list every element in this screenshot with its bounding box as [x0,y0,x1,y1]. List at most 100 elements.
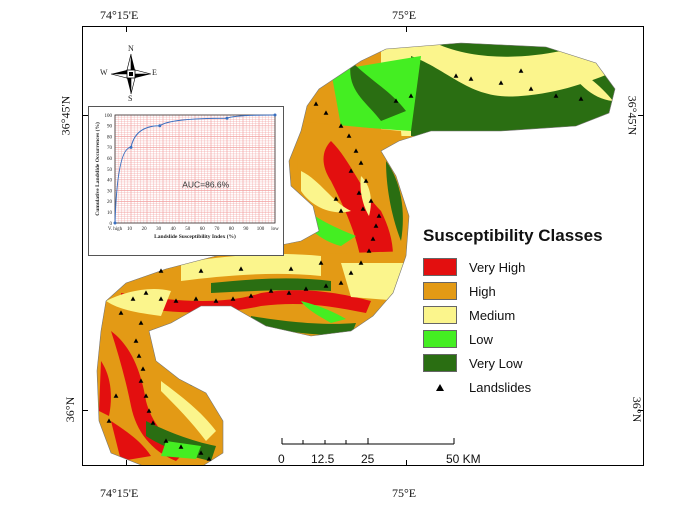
coord-right-top: 36°45'N [625,95,640,136]
landslide-marker [268,288,274,293]
landslide-markers [106,68,584,461]
x-tick-label: 30 [156,227,162,232]
roc-point [129,145,133,149]
y-tick-label: 50 [107,168,113,173]
landslide-marker [370,236,376,241]
y-tick-label: 90 [107,125,113,130]
scale-label-0: 0 [278,452,285,466]
landslide-marker [118,310,124,315]
y-tick-label: 30 [107,189,113,194]
landslide-marker [366,248,372,253]
tick-right-top [638,115,644,116]
compass-rose-icon: N S W E [100,44,157,103]
landslide-marker [376,213,382,218]
east-label: E [152,68,157,77]
x-tick-label: 80 [229,227,235,232]
tick-bottom-left [126,460,127,466]
landslide-marker [230,296,236,301]
coord-top-right: 75°E [392,8,417,22]
x-tick-label: low [271,227,279,232]
landslide-marker [198,450,204,455]
landslide-marker [323,110,329,115]
landslide-marker [150,420,156,425]
landslide-marker [468,76,474,81]
x-tick-label: 60 [200,227,206,232]
landslide-marker [136,353,142,358]
tick-top-right [406,26,407,32]
legend-item-medium: Medium [420,303,640,327]
landslide-marker [393,98,399,103]
landslide-marker [373,223,379,228]
legend-item-landslides: Landslides [420,375,640,399]
landslide-marker [303,286,309,291]
scale-label-50: 50 KM [446,452,481,466]
legend-label: Very Low [469,355,523,371]
landslide-marker [193,296,199,301]
x-tick-label: 40 [171,227,177,232]
legend-swatch [423,354,457,372]
landslide-marker [346,133,352,138]
coord-bottom-left: 74°15'E [100,486,139,500]
landslide-marker [578,96,584,101]
legend-label: Low [469,331,493,347]
landslide-marker [113,393,119,398]
legend-item-low: Low [420,327,640,351]
landslide-marker [248,293,254,298]
tick-left-top [82,115,88,116]
y-axis-label: Cumulative Landslide Occurrences (%) [94,122,101,216]
landslide-marker [158,296,164,301]
landslide-marker [138,320,144,325]
landslide-marker [206,456,212,461]
x-tick-label: 10 [127,227,133,232]
plot-area [114,114,276,224]
north-label: N [128,44,134,53]
landslide-marker [313,101,319,106]
landslide-marker [288,266,294,271]
roc-point [225,116,229,120]
legend-title: Susceptibility Classes [423,226,603,245]
y-tick-label: 0 [110,222,113,227]
landslide-marker [140,366,146,371]
legend-swatch [423,258,457,276]
landslide-marker [348,270,354,275]
landslide-marker [198,268,204,273]
legend-swatch [423,330,457,348]
scale-label-12-5: 12.5 [311,452,335,466]
landslide-marker [338,123,344,128]
tick-bottom-right [406,460,407,466]
legend-label: Medium [469,307,516,323]
legend-swatch [423,282,457,300]
roc-point [273,113,277,117]
landslide-marker [323,283,329,288]
landslide-marker [363,178,369,183]
auc-annotation: AUC=86.6% [182,179,229,189]
landslide-marker [353,148,359,153]
x-tick-label: 70 [214,227,220,232]
landslide-marker [553,93,559,98]
tick-top-left [126,26,127,32]
legend-item-high: High [420,279,640,303]
landslide-marker [518,68,524,73]
coord-top-left: 74°15'E [100,8,139,22]
triangle-icon [423,378,457,396]
landslide-marker [318,260,324,265]
roc-chart-svg: 0 10 20 30 40 50 60 70 80 90 100 V. high 10 20 30 40 50 6… [94,113,279,240]
x-axis-label: Landslide Susceptibility Index (%) [154,233,236,240]
roc-point [113,221,117,225]
legend: Susceptibility Classes Very High High Me… [420,226,640,399]
landslide-marker [238,266,244,271]
coord-left-top: 36°45'N [58,95,73,136]
landslide-marker [338,280,344,285]
scale-label-25: 25 [361,452,375,466]
landslide-marker [130,296,136,301]
y-tick-label: 60 [107,157,113,162]
x-tick-label: 100 [257,227,265,232]
landslide-marker [143,290,149,295]
y-tick-label: 70 [107,146,113,151]
south-label: S [128,94,133,103]
legend-label: Landslides [469,379,532,395]
legend-label: High [469,283,496,299]
legend-swatch [423,306,457,324]
x-tick-label: 50 [185,227,191,232]
y-tick-label: 80 [107,135,113,140]
